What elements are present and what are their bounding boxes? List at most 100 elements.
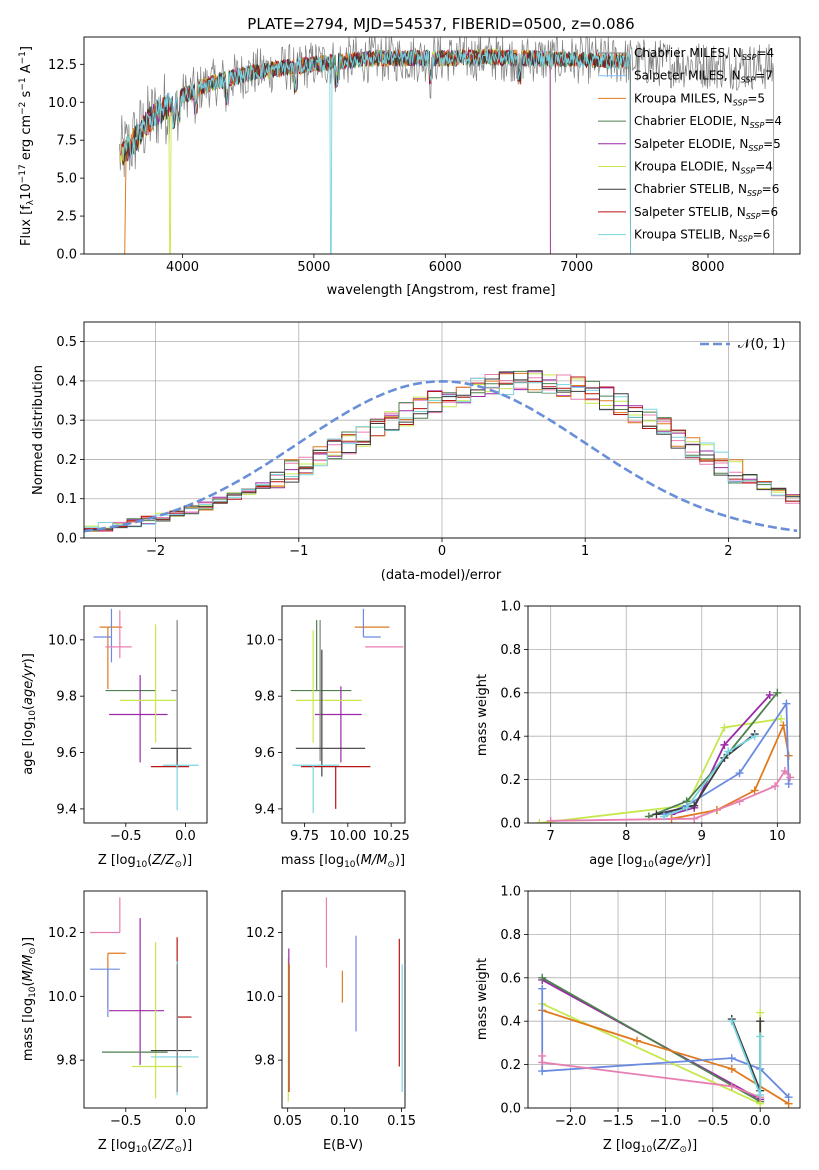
- axes-frame: [527, 890, 801, 1109]
- mwZ-ylabel: mass weight: [475, 958, 490, 1040]
- series-marker: [727, 1054, 736, 1063]
- x-tick-label: −1.5: [602, 1114, 634, 1129]
- x-tick-label: 0.05: [273, 1114, 302, 1129]
- x-tick-label: 0: [438, 544, 446, 559]
- x-tick-label: 0.0: [750, 1114, 771, 1129]
- series-marker: [784, 1093, 793, 1102]
- axes-frame: [83, 605, 208, 824]
- series-marker: [756, 1008, 765, 1017]
- series-marker: [750, 786, 759, 795]
- plot-area: [290, 608, 404, 814]
- series-line-pink: [550, 769, 791, 822]
- y-tick-label: 0.8: [500, 643, 521, 658]
- mwZ-xlabel: Z [log10(Z/Z⊙)]: [603, 1138, 697, 1155]
- mwAge-ylabel: mass weight: [475, 674, 490, 756]
- y-tick-label: 0.3: [56, 414, 77, 429]
- series-marker: [777, 714, 786, 723]
- y-tick-label: 0.0: [500, 817, 521, 832]
- x-tick-label: 8000: [691, 260, 724, 275]
- x-tick-label: −1: [289, 544, 308, 559]
- y-tick-label: 0.0: [500, 1102, 521, 1117]
- x-tick-label: −0.5: [697, 1114, 729, 1129]
- x-tick-label: 0.0: [175, 829, 196, 844]
- legend-label: Salpeter STELIB, NSSP=6: [634, 205, 778, 221]
- spectrum-panel: PLATE=2794, MJD=54537, FIBERID=0500, z=0…: [18, 15, 801, 298]
- y-tick-label: 12.5: [48, 58, 77, 73]
- spectrum-line-kroupa_stelib: [122, 48, 631, 254]
- series-marker: [690, 801, 699, 810]
- series-marker: [682, 803, 691, 812]
- x-tick-label: 10: [769, 829, 786, 844]
- y-tick-label: 0.4: [56, 374, 77, 389]
- y-tick-label: 5.0: [56, 172, 77, 187]
- x-tick-label: 0.15: [387, 1114, 416, 1129]
- series-marker: [771, 782, 780, 791]
- x-tick-label: 1: [581, 544, 589, 559]
- y-tick-label: 10.2: [48, 926, 77, 941]
- y-tick-label: 2.5: [56, 210, 77, 225]
- series-marker: [538, 973, 547, 982]
- y-tick-label: 9.8: [56, 690, 77, 705]
- axes-frame: [281, 605, 406, 824]
- mass-vs-metallicity-panel: Z [log10(Z/Z⊙)] mass [log10(M/M⊙)] −0.5 0…: [21, 890, 208, 1155]
- spectrum-ylabel: Flux [fλ10−17 erg cm−2 s−1 A−1]: [18, 46, 36, 246]
- axes-frame: [83, 321, 801, 539]
- series-line-chabrier_stelib: [656, 733, 756, 816]
- ageM-xlabel: mass [log10(M/M⊙)]: [281, 853, 405, 870]
- legend-label: 𝒩(0, 1): [738, 337, 785, 352]
- plot-area: [287, 897, 403, 1102]
- series-marker: [780, 766, 789, 775]
- series-marker: [660, 812, 668, 821]
- series-marker: [779, 721, 788, 730]
- series-marker: [782, 699, 791, 708]
- series-marker: [750, 732, 759, 741]
- y-tick-label: 10.0: [48, 990, 77, 1005]
- y-tick-label: 0.2: [500, 1058, 521, 1073]
- massweight-vs-metallicity-panel: Z [log10(Z/Z⊙)] mass weight −2.0 −1.5 −1.0…: [475, 885, 801, 1155]
- series-marker: [546, 816, 555, 823]
- plot-area: [93, 608, 199, 811]
- series-marker: [773, 688, 782, 697]
- x-tick-label: 5000: [297, 260, 330, 275]
- x-tick-label: −0.5: [110, 1114, 142, 1129]
- gaussian-curve: [84, 379, 798, 533]
- x-tick-label: 9: [698, 829, 706, 844]
- y-tick-label: 9.8: [56, 1054, 77, 1069]
- legend-label: Kroupa ELODIE, NSSP=4: [634, 160, 773, 176]
- spectrum-xlabel: wavelength [Angstrom, rest frame]: [327, 283, 556, 298]
- series-marker: [538, 1058, 547, 1067]
- x-tick-label: 7: [547, 829, 555, 844]
- age-vs-metallicity-panel: Z [log10(Z/Z⊙)] age [log10(age/yr)] −0.5…: [21, 605, 208, 870]
- x-tick-label: 8: [622, 829, 630, 844]
- series-marker: [735, 769, 744, 778]
- histogram-step-chabrier_stelib: [84, 370, 800, 531]
- y-tick-label: 9.4: [254, 802, 275, 817]
- series-marker: [765, 690, 774, 699]
- series-marker: [720, 723, 729, 732]
- series-marker: [727, 1082, 736, 1091]
- axes-frame: [83, 36, 801, 255]
- y-tick-label: 0.6: [500, 686, 521, 701]
- legend-label: Chabrier MILES, NSSP=4: [634, 46, 774, 62]
- series-marker: [756, 1032, 765, 1041]
- series-marker: [756, 1017, 765, 1026]
- x-tick-label: 9.75: [290, 829, 319, 844]
- series-marker: [784, 779, 793, 788]
- series-marker: [538, 1067, 547, 1076]
- x-tick-label: −2: [146, 544, 165, 559]
- age-vs-mass-panel: mass [log10(M/M⊙)] 9.75 10.00 10.25 9.4 9.6 9…: [246, 605, 410, 870]
- plot-area: [538, 973, 793, 1108]
- legend-label: Salpeter ELODIE, NSSP=5: [634, 137, 781, 153]
- residuals-panel: (data-model)/error Normed distribution −…: [31, 321, 801, 583]
- series-line-kroupa_stelib: [663, 735, 756, 818]
- y-tick-label: 0.4: [500, 730, 521, 745]
- plot-area: [535, 688, 795, 823]
- massZ-xlabel: Z [log10(Z/Z⊙)]: [98, 1138, 192, 1155]
- mwAge-xlabel: age [log10(age/yr)]: [589, 853, 711, 870]
- x-tick-label: 0.0: [175, 1114, 196, 1129]
- ageZ-xlabel: Z [log10(Z/Z⊙)]: [98, 853, 192, 870]
- x-tick-label: 10.25: [373, 829, 410, 844]
- axes-frame: [83, 890, 208, 1109]
- plot-area: [116, 37, 775, 254]
